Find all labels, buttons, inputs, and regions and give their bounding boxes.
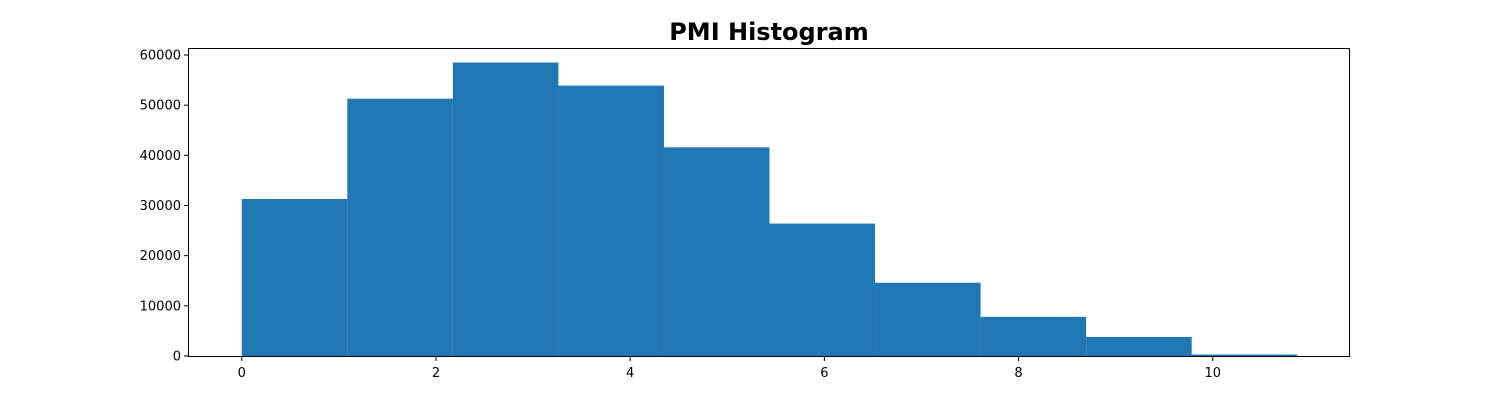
x-tick-label: 0 <box>238 366 246 381</box>
y-tick-label: 60000 <box>140 49 181 64</box>
x-tick-label: 4 <box>626 366 634 381</box>
y-tick-label: 30000 <box>140 199 181 214</box>
histogram-bar <box>1086 336 1192 356</box>
histogram-bar <box>663 147 770 356</box>
x-tick-label: 2 <box>432 366 440 381</box>
histogram-bar <box>347 98 453 357</box>
bars-group <box>241 62 1298 357</box>
axis-ticks: 0 2 4 6 8 10 0 10000 20000 30000 40000 50000 60000 <box>140 49 1221 381</box>
y-tick-label: 50000 <box>140 99 181 114</box>
x-tick-label: 8 <box>1014 366 1022 381</box>
histogram-bar <box>1191 354 1298 356</box>
y-tick-label: 0 <box>173 350 181 365</box>
histogram-bar <box>769 223 876 356</box>
y-tick-label: 20000 <box>140 249 181 264</box>
chart-title: PMI Histogram <box>669 18 869 46</box>
y-tick-label: 40000 <box>140 149 181 164</box>
histogram-bar <box>875 282 981 356</box>
histogram-bar <box>558 85 664 357</box>
y-tick-label: 10000 <box>140 299 181 314</box>
x-tick-label: 10 <box>1204 366 1221 381</box>
plot-frame <box>188 48 1350 357</box>
histogram-bar <box>452 62 559 356</box>
histogram-bar <box>980 316 1087 356</box>
x-tick-label: 6 <box>820 366 828 381</box>
histogram-bar <box>241 198 348 356</box>
